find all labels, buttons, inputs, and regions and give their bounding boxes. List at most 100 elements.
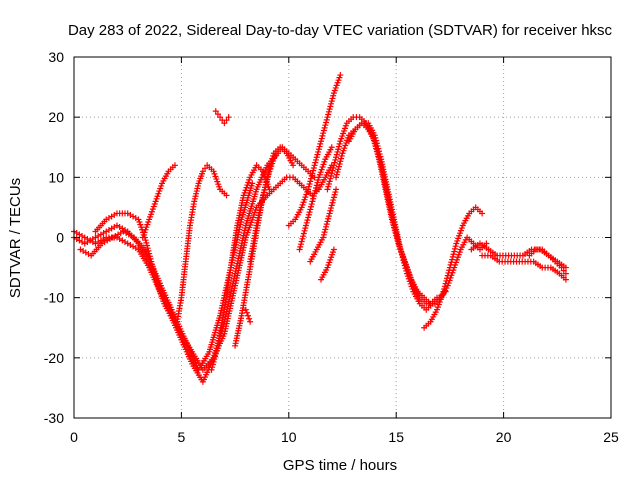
data-point-plus	[209, 364, 216, 371]
data-point-plus	[323, 221, 330, 228]
data-point-plus	[327, 207, 334, 214]
data-point-plus	[211, 356, 218, 363]
x-tick-label: 20	[496, 429, 512, 445]
data-point-plus	[307, 206, 314, 213]
data-point-plus	[147, 255, 154, 262]
data-point-plus	[145, 247, 152, 254]
data-point-plus	[333, 174, 340, 181]
data-point-plus	[315, 177, 322, 184]
data-point-plus	[306, 209, 313, 216]
data-point-plus	[328, 172, 335, 179]
data-point-plus	[330, 162, 337, 169]
data-point-plus	[327, 175, 334, 182]
data-point-plus	[398, 251, 405, 258]
y-tick-label: 10	[48, 169, 64, 185]
data-point-plus	[144, 245, 151, 252]
data-point-plus	[322, 122, 329, 129]
data-point-plus	[307, 203, 314, 210]
data-point-plus	[290, 162, 297, 169]
data-point-plus	[317, 140, 324, 147]
x-tick-label: 25	[603, 429, 619, 445]
data-point-plus	[296, 246, 303, 253]
data-point-plus	[325, 215, 332, 222]
data-point-plus	[312, 159, 319, 166]
data-point-plus	[214, 111, 221, 118]
data-point-plus	[171, 162, 178, 169]
data-point-plus	[305, 183, 312, 190]
data-point-plus	[320, 231, 327, 238]
data-point-plus	[303, 219, 310, 226]
tick-labels: 0 5 10 15 20 25 -30 -20 -10 0 10 20 30	[44, 49, 619, 445]
data-point-plus	[320, 130, 327, 137]
data-point-plus	[246, 315, 253, 322]
data-point-plus	[223, 117, 230, 124]
data-point-plus	[326, 210, 333, 217]
data-point-plus	[143, 239, 150, 246]
data-point-plus	[328, 98, 335, 105]
data-point-plus	[151, 271, 158, 278]
data-point-plus	[332, 189, 339, 196]
data-point-plus	[319, 132, 326, 139]
data-point-plus	[451, 245, 458, 252]
series-track-21	[431, 234, 490, 307]
series-track-7	[208, 162, 273, 373]
data-point-plus	[310, 193, 317, 200]
data-point-plus	[149, 263, 156, 270]
x-tick-label: 15	[388, 429, 404, 445]
data-point-plus	[247, 318, 254, 325]
data-point-plus	[313, 156, 320, 163]
data-point-plus	[313, 185, 320, 192]
data-point-plus	[397, 246, 404, 253]
data-point-plus	[333, 186, 340, 193]
x-axis-label: GPS time / hours	[283, 457, 397, 474]
data-point-plus	[302, 225, 309, 232]
data-point-plus	[307, 178, 314, 185]
data-point-plus	[153, 277, 160, 284]
data-point-plus	[400, 257, 407, 264]
data-point-plus	[315, 148, 322, 155]
x-tick-label: 5	[178, 429, 186, 445]
data-point-plus	[373, 137, 380, 144]
y-tick-label: -20	[44, 350, 64, 366]
y-tick-label: -30	[44, 410, 64, 426]
data-point-plus	[300, 230, 307, 237]
data-point-plus	[297, 243, 304, 250]
data-point-plus	[335, 166, 342, 173]
data-point-plus	[328, 205, 335, 212]
data-point-plus	[308, 172, 315, 179]
data-point-plus	[562, 270, 569, 277]
data-point-plus	[142, 237, 149, 244]
data-point-plus	[307, 175, 314, 182]
data-point-plus	[330, 164, 337, 171]
data-point-plus	[311, 162, 318, 169]
data-point-plus	[372, 134, 379, 141]
data-point-plus	[152, 274, 159, 281]
data-point-plus	[335, 163, 342, 170]
data-point-plus	[306, 181, 313, 188]
y-tick-label: 30	[48, 49, 64, 65]
data-point-plus	[328, 170, 335, 177]
data-point-plus	[315, 146, 322, 153]
data-point-plus	[301, 227, 308, 234]
data-point-plus	[338, 152, 345, 159]
data-point-plus	[323, 223, 330, 230]
data-point-plus	[261, 187, 268, 194]
data-point-plus	[243, 309, 250, 316]
data-point-plus	[338, 155, 345, 162]
grid-lines	[74, 57, 611, 418]
data-point-plus	[210, 358, 217, 365]
data-point-plus	[202, 165, 209, 172]
data-point-plus	[371, 132, 378, 139]
series-track-5	[139, 162, 178, 241]
y-tick-label: 20	[48, 109, 64, 125]
data-point-plus	[333, 171, 340, 178]
data-point-plus	[318, 135, 325, 142]
data-point-plus	[479, 210, 486, 217]
data-point-plus	[214, 345, 221, 352]
data-point-plus	[375, 145, 382, 152]
data-point-plus	[312, 187, 319, 194]
data-point-plus	[376, 148, 383, 155]
data-point-plus	[213, 348, 220, 355]
data-point-plus	[150, 266, 157, 273]
